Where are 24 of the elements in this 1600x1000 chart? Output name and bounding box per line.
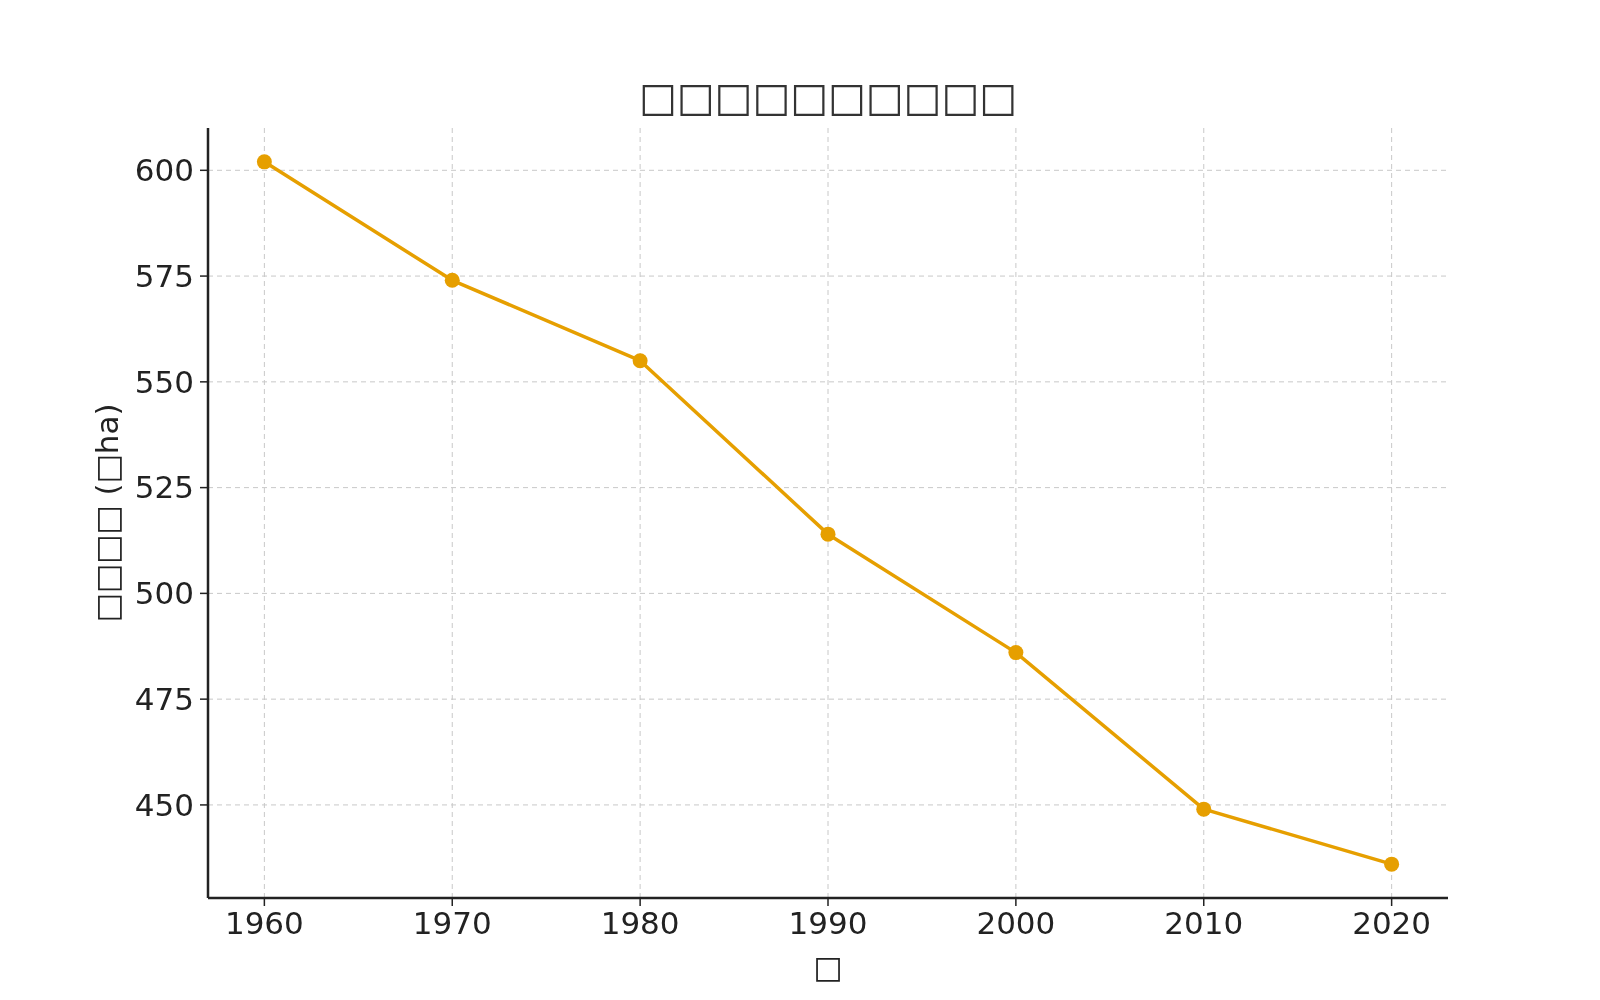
point (444, 272, 460, 288)
x-axis-title: □ (813, 949, 843, 985)
y-tick-label: 575 (134, 257, 194, 294)
x-tick-label: 2010 (1164, 905, 1244, 941)
point (820, 526, 836, 542)
y-tick-label: 600 (134, 152, 194, 189)
y-axis-title: □□□□ (□ha) (89, 403, 125, 623)
x-tick-label: 1980 (600, 905, 680, 941)
y-tick-label: 525 (134, 469, 194, 506)
y-tick-label: 450 (134, 786, 194, 823)
point (1196, 801, 1212, 817)
y-tick-label: 475 (134, 681, 194, 717)
point (1008, 645, 1024, 661)
x-tick-label: 1990 (788, 905, 868, 941)
x-tick-label: 1970 (412, 905, 492, 941)
y-tick-label: 500 (134, 575, 194, 612)
x-tick-label: 2020 (1352, 905, 1432, 941)
chart-title: □□□□□□□□□□ (639, 74, 1017, 120)
y-tick-label: 550 (134, 363, 194, 400)
x-tick-label: 2000 (976, 905, 1056, 941)
point (1384, 856, 1400, 872)
point (632, 353, 648, 369)
x-tick-label: 1960 (224, 905, 304, 941)
point (256, 154, 272, 170)
